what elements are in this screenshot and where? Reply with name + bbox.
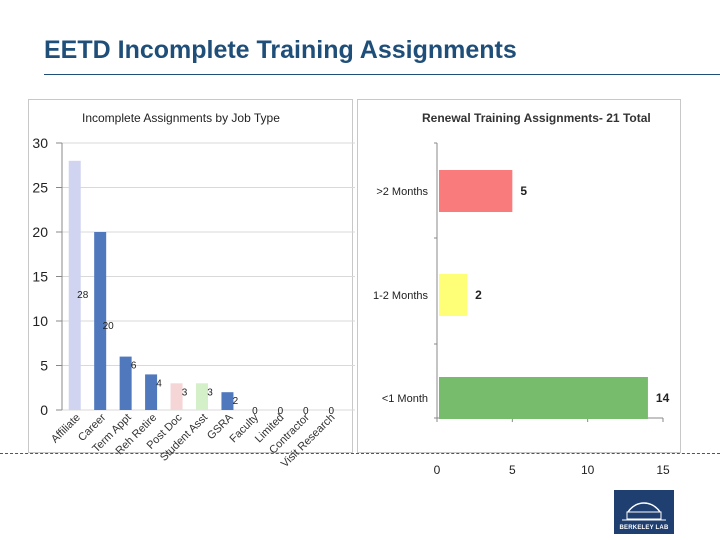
y-tick-label: 5 bbox=[40, 358, 48, 374]
y-tick-label: 30 bbox=[32, 135, 48, 151]
y-tick-label: 15 bbox=[32, 269, 48, 285]
footer-divider bbox=[0, 453, 720, 454]
hbar-1 bbox=[439, 274, 468, 316]
data-label: 0 bbox=[278, 406, 284, 417]
y-tick-label: 0 bbox=[40, 402, 48, 418]
logo-text: BERKELEY LAB bbox=[619, 525, 669, 531]
berkeley-lab-logo: BERKELEY LAB bbox=[614, 490, 674, 534]
x-tick-label: 10 bbox=[581, 463, 595, 477]
data-label: 0 bbox=[252, 406, 258, 417]
x-tick-label: Affiliate bbox=[49, 412, 83, 446]
data-label: 2 bbox=[233, 396, 239, 407]
hbar-0 bbox=[439, 170, 513, 212]
x-tick-label: 5 bbox=[509, 463, 516, 477]
y-tick-label: 25 bbox=[32, 180, 48, 196]
category-label: <1 Month bbox=[382, 393, 428, 405]
data-label: 20 bbox=[103, 321, 115, 332]
hbar-2 bbox=[439, 377, 648, 419]
x-tick-label: 15 bbox=[656, 463, 670, 477]
data-label: 0 bbox=[328, 406, 334, 417]
job-type-chart-title: Incomplete Assignments by Job Type bbox=[82, 111, 280, 125]
data-label: 3 bbox=[182, 387, 188, 398]
y-tick-label: 10 bbox=[32, 313, 48, 329]
slide-title: EETD Incomplete Training Assignments bbox=[44, 36, 517, 64]
category-label: >2 Months bbox=[376, 186, 428, 198]
bar-student-asst bbox=[196, 383, 208, 410]
data-label: 5 bbox=[520, 184, 527, 198]
data-label: 6 bbox=[131, 361, 137, 372]
title-divider bbox=[44, 74, 720, 75]
category-label: 1-2 Months bbox=[373, 290, 429, 302]
bar-gsra bbox=[221, 392, 234, 410]
data-label: 28 bbox=[77, 290, 89, 301]
data-label: 4 bbox=[156, 378, 162, 389]
bar-post-doc bbox=[170, 383, 183, 410]
bar-affiliate bbox=[68, 160, 81, 410]
data-label: 0 bbox=[303, 406, 309, 417]
data-label: 2 bbox=[475, 288, 482, 302]
y-tick-label: 20 bbox=[32, 224, 48, 240]
data-label: 14 bbox=[656, 391, 670, 405]
logo-graphic-icon bbox=[622, 502, 666, 521]
bar-career bbox=[94, 232, 107, 410]
bar-term-appt bbox=[119, 356, 132, 410]
data-label: 3 bbox=[207, 387, 213, 398]
x-tick-label: 0 bbox=[434, 463, 441, 477]
bar-reh-retire bbox=[145, 374, 158, 410]
renewal-chart-title: Renewal Training Assignments- 21 Total bbox=[422, 111, 651, 125]
